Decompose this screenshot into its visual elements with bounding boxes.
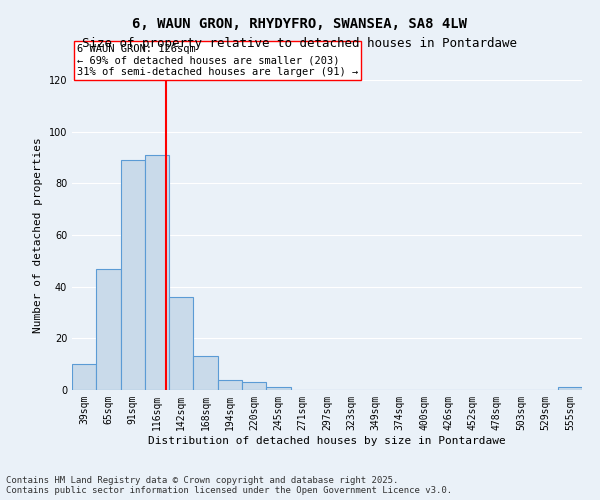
Y-axis label: Number of detached properties: Number of detached properties	[33, 137, 43, 333]
Bar	[218, 380, 242, 390]
Bar	[72, 364, 96, 390]
Bar	[242, 382, 266, 390]
Bar	[145, 155, 169, 390]
Text: 6, WAUN GRON, RHYDYFRO, SWANSEA, SA8 4LW: 6, WAUN GRON, RHYDYFRO, SWANSEA, SA8 4LW	[133, 18, 467, 32]
Bar	[169, 297, 193, 390]
Bar	[266, 388, 290, 390]
Bar	[121, 160, 145, 390]
X-axis label: Distribution of detached houses by size in Pontardawe: Distribution of detached houses by size …	[148, 436, 506, 446]
Text: Size of property relative to detached houses in Pontardawe: Size of property relative to detached ho…	[83, 38, 517, 51]
Text: Contains HM Land Registry data © Crown copyright and database right 2025.
Contai: Contains HM Land Registry data © Crown c…	[6, 476, 452, 495]
Bar	[193, 356, 218, 390]
Text: 6 WAUN GRON: 126sqm
← 69% of detached houses are smaller (203)
31% of semi-detac: 6 WAUN GRON: 126sqm ← 69% of detached ho…	[77, 44, 358, 77]
Bar	[96, 268, 121, 390]
Bar	[558, 388, 582, 390]
